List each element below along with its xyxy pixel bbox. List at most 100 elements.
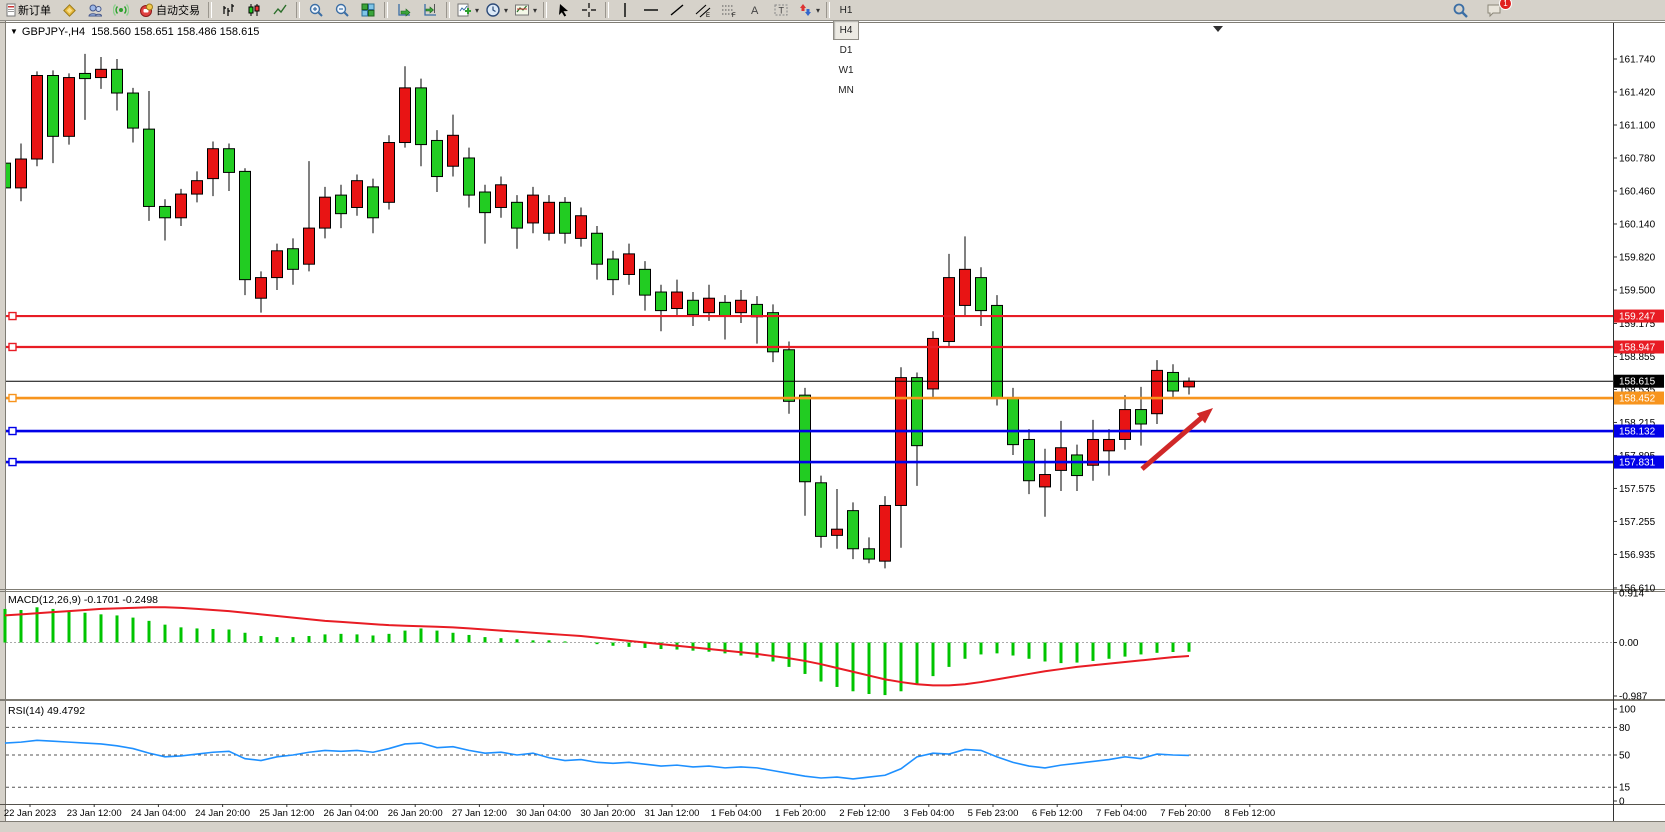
candle-body (1071, 454, 1083, 477)
candles-icon (246, 2, 262, 18)
toolbar-separator (384, 2, 388, 18)
auto-trading-button[interactable]: 自动交易 (134, 0, 205, 20)
svg-text:E: E (706, 13, 710, 18)
candle-body (623, 253, 635, 275)
price-tick-label: 157.575 (1619, 484, 1656, 495)
fibonacci-button[interactable]: F (716, 0, 742, 20)
signal-icon (113, 2, 129, 18)
candle-body (15, 158, 27, 189)
market-watch-button[interactable] (56, 0, 82, 20)
line-handle[interactable] (8, 426, 17, 436)
trendline-button[interactable] (664, 0, 690, 20)
price-tick-label: 158.535 (1619, 385, 1656, 396)
price-axis[interactable] (1613, 23, 1665, 821)
candle-body (1119, 409, 1131, 440)
rsi-tick-label: 15 (1619, 783, 1631, 794)
chart-shift-marker-icon[interactable] (1213, 26, 1223, 32)
price-badge-label: 158.615 (1619, 377, 1656, 388)
candle-body (671, 291, 683, 310)
vertical-line-button[interactable] (612, 0, 638, 20)
search-button[interactable] (1447, 0, 1473, 20)
cursor-button[interactable] (550, 0, 576, 20)
chart-shift-button[interactable] (417, 0, 443, 20)
price-badge (1614, 374, 1664, 388)
chat-badge: 1 (1499, 0, 1512, 10)
candle-body (463, 157, 475, 196)
time-tick-label: 30 Jan 04:00 (516, 808, 571, 819)
candle-body (655, 291, 667, 312)
text-label-button[interactable]: T (768, 0, 794, 20)
time-tick-label: 24 Jan 20:00 (195, 808, 250, 819)
rsi-tick-label: 80 (1619, 723, 1631, 734)
candle-body (47, 74, 59, 137)
svg-text:T: T (779, 6, 785, 16)
macd-tick-label: -0.987 (1619, 691, 1648, 702)
candle-body (895, 377, 907, 506)
chat-button[interactable]: 1 (1481, 0, 1512, 20)
price-tick-label: 158.215 (1619, 418, 1656, 429)
candle-body (831, 528, 843, 536)
candle-body (943, 277, 955, 343)
chart-canvas[interactable]: 161.740 161.420 161.100 160.780 160.460 160.1… (0, 21, 1665, 832)
annotation-arrow-shaft[interactable] (1140, 413, 1206, 471)
new-order-button[interactable]: 新订单 (1, 0, 56, 20)
candle-body (719, 301, 731, 317)
text-button[interactable]: A (742, 0, 768, 20)
tile-windows-button[interactable] (355, 0, 381, 20)
timeframe-h1-button[interactable]: H1 (839, 4, 853, 16)
signals-button[interactable] (108, 0, 134, 20)
time-tick-label: 1 Feb 20:00 (775, 808, 826, 819)
candle-body (687, 299, 699, 316)
template-icon (514, 2, 530, 18)
time-tick-label: 2 Feb 12:00 (839, 808, 890, 819)
candle-body (319, 196, 331, 229)
auto-scroll-button[interactable] (391, 0, 417, 20)
candle-body (815, 482, 827, 537)
crosshair-button[interactable] (576, 0, 602, 20)
candle-body (127, 92, 139, 129)
time-tick-label: 5 Feb 23:00 (968, 808, 1019, 819)
candle-body (479, 191, 491, 214)
price-badge-label: 158.947 (1619, 342, 1656, 353)
time-tick-label: 8 Feb 12:00 (1224, 808, 1275, 819)
candle-body (399, 87, 411, 144)
candle-body (607, 258, 619, 281)
candle-body (79, 72, 91, 80)
line-handle[interactable] (8, 342, 17, 352)
chart-area[interactable]: 161.740 161.420 161.100 160.780 160.460 160.1… (0, 20, 1665, 832)
candle-body (63, 77, 75, 137)
price-tick-label: 158.855 (1619, 352, 1656, 363)
time-tick-label: 30 Jan 20:00 (580, 808, 635, 819)
timeframe-d1-button[interactable]: D1 (839, 44, 853, 56)
candle-body (575, 215, 587, 239)
candle-body (975, 277, 987, 312)
new-chart-button[interactable]: ▾ (453, 0, 482, 20)
timeframe-mn-button[interactable]: MN (838, 84, 854, 96)
bottom-frame (0, 822, 1665, 832)
equidistant-channel-button[interactable]: E (690, 0, 716, 20)
timeframe-h4-button[interactable]: H4 (833, 20, 860, 40)
zoom-out-button[interactable] (329, 0, 355, 20)
period-button[interactable]: ▾ (482, 0, 511, 20)
arrows-button[interactable]: ▾ (794, 0, 823, 20)
candle-body (1023, 438, 1035, 482)
timeframe-w1-button[interactable]: W1 (838, 64, 854, 76)
horizontal-line-button[interactable] (638, 0, 664, 20)
line-handle[interactable] (8, 457, 17, 467)
zoom-in-button[interactable] (303, 0, 329, 20)
template-button[interactable]: ▾ (511, 0, 540, 20)
search-icon (1452, 2, 1469, 19)
time-tick-label: 26 Jan 04:00 (324, 808, 379, 819)
line-handle[interactable] (8, 393, 17, 403)
price-tick-label: 159.175 (1619, 319, 1656, 330)
bar-chart-mode-button[interactable] (215, 0, 241, 20)
annotation-arrow-head[interactable] (1196, 408, 1213, 424)
candle-body (1103, 438, 1115, 452)
dropdown-arrow-icon: ▾ (475, 5, 480, 15)
line-chart-mode-button[interactable] (267, 0, 293, 20)
time-axis[interactable] (6, 804, 1613, 821)
candle-body (1007, 397, 1019, 446)
candlestick-mode-button[interactable] (241, 0, 267, 20)
community-button[interactable] (82, 0, 108, 20)
line-handle[interactable] (8, 311, 17, 321)
